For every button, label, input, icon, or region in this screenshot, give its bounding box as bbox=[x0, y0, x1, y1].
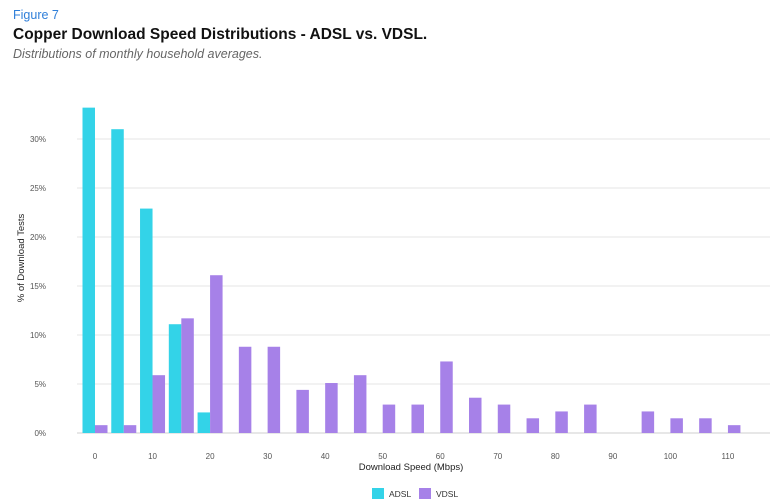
figure-label: Figure 7 bbox=[13, 8, 59, 22]
bar-vdsl-85 bbox=[584, 404, 597, 433]
x-tick-label: 90 bbox=[608, 452, 617, 461]
bar-adsl-5 bbox=[111, 129, 124, 433]
bar-vdsl-0 bbox=[95, 425, 108, 433]
bar-vdsl-55 bbox=[411, 404, 424, 433]
legend-label-vdsl: VDSL bbox=[436, 489, 458, 499]
x-tick-label: 40 bbox=[321, 452, 330, 461]
bar-vdsl-20 bbox=[210, 275, 223, 433]
x-tick-label: 30 bbox=[263, 452, 272, 461]
x-axis-ticks: 0 10 20 30 40 50 60 70 80 90 100 110 bbox=[93, 452, 735, 461]
x-axis-title: Download Speed (Mbps) bbox=[359, 462, 464, 473]
bar-vdsl-60 bbox=[440, 361, 453, 433]
y-tick-label: 0% bbox=[34, 429, 46, 438]
bar-adsl-15 bbox=[168, 324, 182, 433]
bar-vdsl-45 bbox=[353, 375, 367, 433]
bar-adsl-0 bbox=[82, 107, 95, 433]
bar-vdsl-110 bbox=[727, 425, 741, 433]
y-tick-label: 20% bbox=[30, 233, 46, 242]
bar-vdsl-65 bbox=[469, 397, 482, 433]
legend: ADSL VDSL bbox=[372, 488, 458, 499]
bars bbox=[82, 107, 741, 433]
x-tick-label: 80 bbox=[551, 452, 560, 461]
bar-vdsl-80 bbox=[555, 411, 568, 433]
bar-vdsl-30 bbox=[267, 346, 281, 433]
y-tick-label: 25% bbox=[30, 184, 46, 193]
bar-vdsl-40 bbox=[325, 383, 338, 433]
y-axis-ticks: 0% 5% 10% 15% 20% 25% 30% bbox=[30, 135, 46, 438]
bar-adsl-10 bbox=[140, 208, 153, 433]
chart-title: Copper Download Speed Distributions - AD… bbox=[13, 26, 428, 43]
bar-vdsl-50 bbox=[382, 404, 396, 433]
bar-vdsl-75 bbox=[526, 418, 540, 433]
x-tick-label: 0 bbox=[93, 452, 98, 461]
bar-vdsl-95 bbox=[641, 411, 655, 433]
y-tick-label: 5% bbox=[34, 380, 46, 389]
y-tick-label: 15% bbox=[30, 282, 46, 291]
chart-subtitle: Distributions of monthly household avera… bbox=[13, 47, 263, 61]
bar-vdsl-70 bbox=[497, 404, 511, 433]
x-tick-label: 50 bbox=[378, 452, 387, 461]
legend-swatch-vdsl bbox=[419, 488, 431, 499]
x-tick-label: 100 bbox=[664, 452, 678, 461]
x-tick-label: 20 bbox=[206, 452, 215, 461]
bar-vdsl-25 bbox=[238, 346, 252, 433]
x-tick-label: 60 bbox=[436, 452, 445, 461]
x-tick-label: 70 bbox=[493, 452, 502, 461]
x-tick-label: 10 bbox=[148, 452, 157, 461]
y-tick-label: 30% bbox=[30, 135, 46, 144]
bar-vdsl-35 bbox=[296, 389, 309, 433]
bar-adsl-20 bbox=[197, 412, 211, 433]
x-tick-label: 110 bbox=[722, 452, 735, 461]
bar-vdsl-100 bbox=[670, 418, 683, 433]
bar-vdsl-15 bbox=[181, 318, 194, 433]
bar-vdsl-105 bbox=[699, 418, 712, 433]
y-axis-title: % of Download Tests bbox=[16, 213, 27, 302]
bar-vdsl-5 bbox=[123, 425, 137, 433]
legend-swatch-adsl bbox=[372, 488, 384, 499]
y-tick-label: 10% bbox=[30, 331, 46, 340]
bar-vdsl-10 bbox=[152, 375, 166, 433]
legend-label-adsl: ADSL bbox=[389, 489, 411, 499]
